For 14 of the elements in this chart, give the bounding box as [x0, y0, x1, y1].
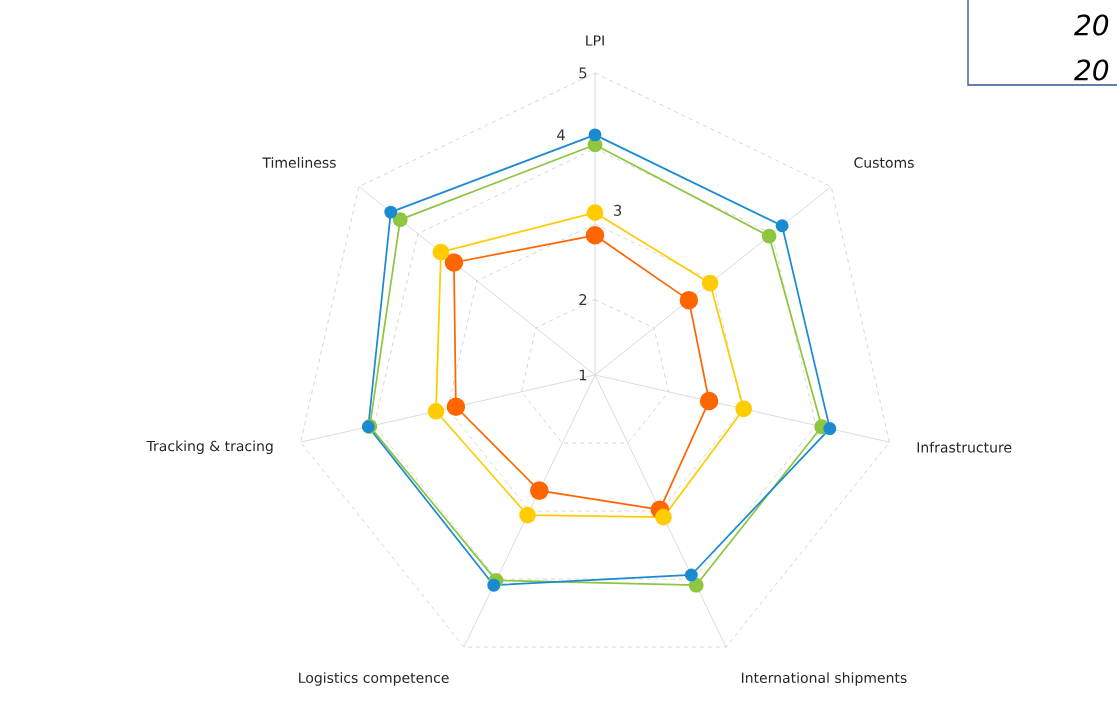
y-tick-label: 4: [557, 129, 565, 141]
spoke-label: Customs: [854, 157, 914, 168]
spoke-label: Tracking & tracing: [146, 440, 273, 454]
y-tick-label: 5: [579, 67, 587, 79]
spoke-label: International shipments: [741, 672, 907, 686]
text: 20: [1074, 59, 1109, 81]
spoke-label: LPI: [586, 35, 604, 46]
y-tick-label: 1: [579, 369, 587, 381]
spoke-label: Infrastructure: [917, 441, 1012, 453]
y-tick-label: 2: [579, 294, 587, 305]
y-tick-label: 3: [614, 204, 622, 216]
spoke-label: Logistics competence: [299, 672, 449, 686]
text: 20: [1074, 14, 1109, 36]
spoke-label: Timeliness: [262, 157, 336, 168]
